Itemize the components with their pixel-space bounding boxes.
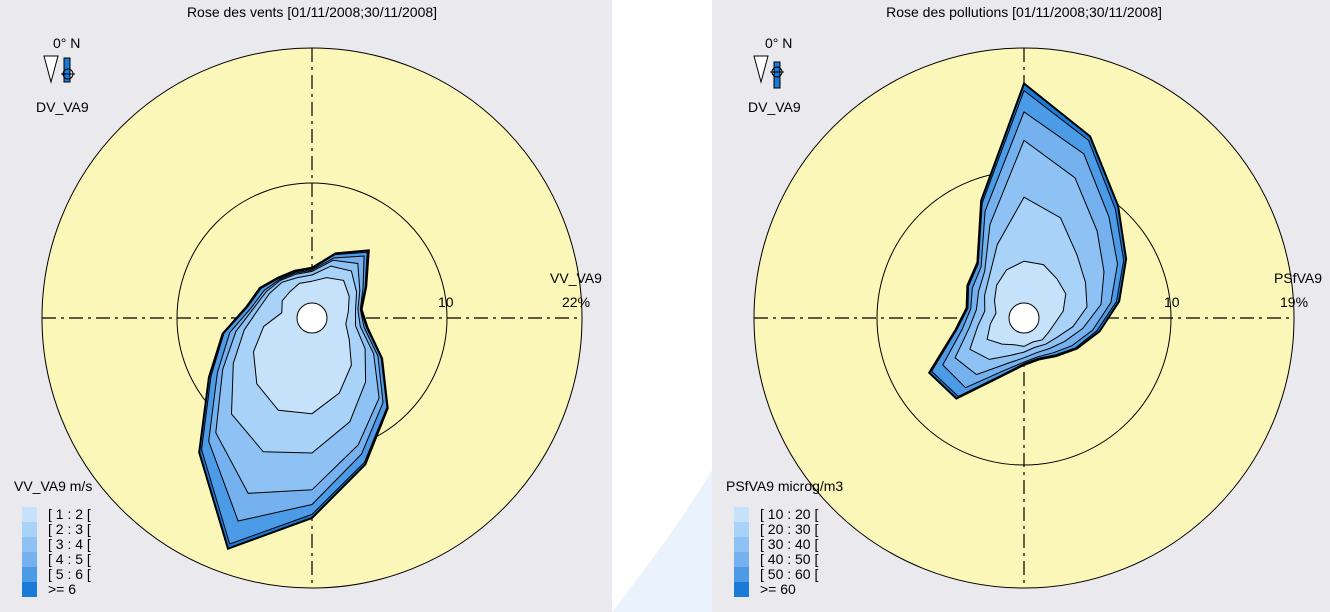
legend-label: [ 3 : 4 [	[48, 536, 91, 552]
north-label: 0° N	[765, 35, 792, 51]
radial-max-label: 19%	[1280, 294, 1308, 310]
rose-layer-1	[252, 277, 352, 415]
background-decoration	[612, 470, 712, 612]
legend-title: VV_VA9 m/s	[14, 478, 92, 494]
legend: [ 1 : 2 [[ 2 : 3 [[ 3 : 4 [[ 4 : 5 [[ 5 …	[22, 506, 91, 597]
direction-var-label: DV_VA9	[36, 99, 89, 115]
legend-label: [ 50 : 60 [	[760, 566, 818, 582]
legend-label: >= 60	[760, 581, 796, 597]
rose-layers	[198, 249, 389, 551]
legend-swatch	[22, 582, 37, 597]
ring-label-10: 10	[438, 294, 454, 310]
legend-swatch	[22, 537, 37, 552]
radial-var-label: VV_VA9	[550, 270, 602, 286]
legend-title: PSfVA9 microg/m3	[726, 478, 843, 494]
legend-swatch	[22, 522, 37, 537]
legend-label: [ 30 : 40 [	[760, 536, 818, 552]
compass-icon	[753, 55, 784, 89]
legend-label: [ 4 : 5 [	[48, 551, 91, 567]
legend-label: [ 1 : 2 [	[48, 506, 91, 522]
ring-label-10: 10	[1164, 294, 1180, 310]
radial-max-label: 22%	[562, 294, 590, 310]
wind-rose-panel: Rose des vents [01/11/2008;30/11/2008] 0…	[0, 0, 612, 612]
direction-var-label: DV_VA9	[748, 99, 801, 115]
radial-var-label: PSfVA9	[1274, 270, 1322, 286]
legend-swatch	[734, 507, 749, 522]
wind-rose-chart: Rose des vents [01/11/2008;30/11/2008] 0…	[14, 4, 602, 597]
north-label: 0° N	[53, 35, 80, 51]
legend: [ 10 : 20 [[ 20 : 30 [[ 30 : 40 [[ 40 : …	[734, 506, 818, 597]
calm-circle	[1008, 302, 1040, 334]
legend-swatch	[22, 507, 37, 522]
legend-label: [ 5 : 6 [	[48, 566, 91, 582]
legend-label: [ 2 : 3 [	[48, 521, 91, 537]
legend-label: [ 20 : 30 [	[760, 521, 818, 537]
rose-layers	[927, 81, 1128, 400]
legend-swatch	[22, 552, 37, 567]
legend-swatch	[734, 582, 749, 597]
compass-icon	[43, 55, 75, 84]
legend-label: [ 10 : 20 [	[760, 506, 818, 522]
pollution-rose-panel: Rose des pollutions [01/11/2008;30/11/20…	[712, 0, 1330, 612]
legend-label: [ 40 : 50 [	[760, 551, 818, 567]
pollution-rose-chart: Rose des pollutions [01/11/2008;30/11/20…	[726, 4, 1322, 597]
legend-swatch	[734, 567, 749, 582]
legend-swatch	[734, 552, 749, 567]
calm-circle	[296, 302, 328, 334]
legend-swatch	[734, 537, 749, 552]
legend-swatch	[734, 522, 749, 537]
legend-swatch	[22, 567, 37, 582]
legend-label: >= 6	[48, 581, 76, 597]
chart-title: Rose des vents [01/11/2008;30/11/2008]	[187, 4, 437, 20]
chart-title: Rose des pollutions [01/11/2008;30/11/20…	[886, 4, 1162, 20]
